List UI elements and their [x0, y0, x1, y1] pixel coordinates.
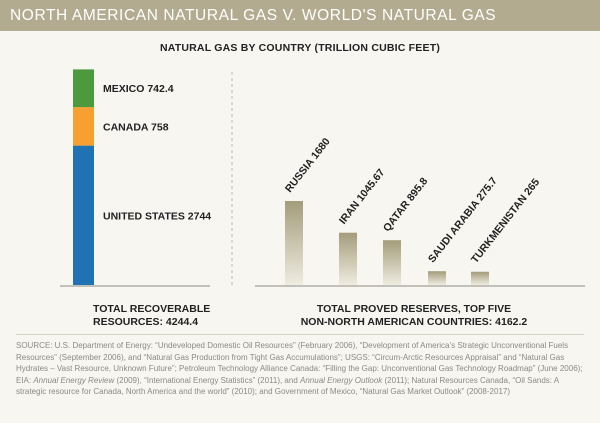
bar-value-label-2: QATAR 895.8	[381, 175, 431, 234]
bar-0	[285, 201, 303, 285]
segment-label-0: UNITED STATES 2744	[103, 210, 211, 222]
footer-divider	[16, 334, 584, 335]
source-text-1: SOURCE: U.S. Department of Energy: “Unde…	[16, 341, 583, 385]
source-text-3: (2011); Natural Resources Canada, “Oil S…	[16, 375, 559, 397]
chart-title: NATURAL GAS BY COUNTRY (TRILLION CUBIC F…	[159, 42, 441, 54]
source-italic-1: Annual Energy Review	[33, 375, 115, 385]
bar-value-label-0: RUSSIA 1680	[283, 136, 333, 195]
north-america-total-label-1: RESOURCES: 4244.4	[93, 316, 198, 328]
stacked-segment-0	[73, 145, 94, 285]
source-italic-2: Annual Energy Outlook	[300, 375, 383, 385]
bar-4	[471, 271, 489, 285]
bar-3	[428, 271, 446, 285]
north-america-total-label-0: TOTAL RECOVERABLE	[93, 303, 210, 315]
source-text-2: (2009), “International Energy Statistics…	[114, 375, 301, 385]
header-banner: NORTH AMERICAN NATURAL GAS V. WORLD'S NA…	[0, 0, 600, 31]
source-note: SOURCE: U.S. Department of Energy: “Unde…	[16, 340, 586, 398]
stacked-segment-1	[73, 107, 94, 146]
natural-gas-chart: UNITED STATES 2744 CANADA 758 MEXICO 742.4…	[60, 69, 585, 328]
bar-value-label-1: IRAN 1045.67	[337, 167, 388, 227]
world-total-label-1: NON-NORTH AMERICAN COUNTRIES: 4162.2	[301, 316, 528, 328]
page-title: NORTH AMERICAN NATURAL GAS V. WORLD'S NA…	[10, 7, 497, 24]
bar-1	[339, 232, 357, 285]
bar-2	[383, 240, 401, 285]
segment-label-2: MEXICO 742.4	[103, 83, 174, 95]
stacked-segment-2	[73, 69, 94, 108]
segment-label-1: CANADA 758	[103, 121, 169, 133]
world-total-label-0: TOTAL PROVED RESERVES, TOP FIVE	[317, 303, 511, 315]
